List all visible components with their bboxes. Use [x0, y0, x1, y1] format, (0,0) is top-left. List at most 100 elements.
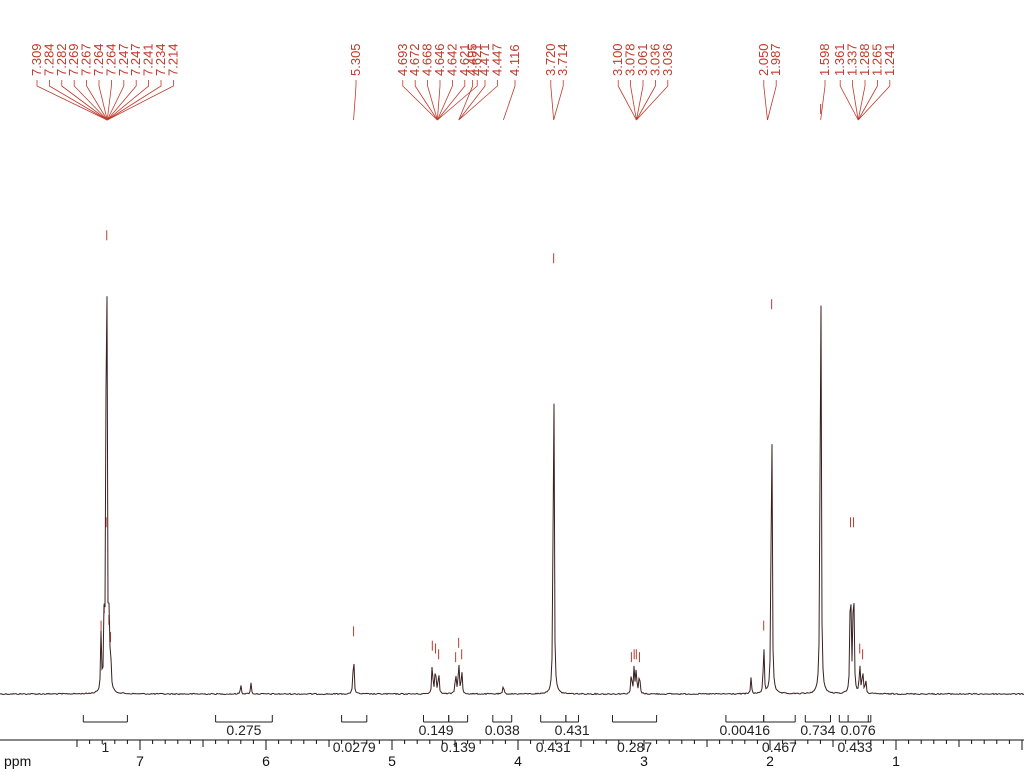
peak-label: 1.337	[845, 43, 860, 76]
peak-label-connector	[636, 80, 644, 121]
peak-label: 7.282	[54, 43, 69, 76]
peak-label: 3.036	[660, 43, 675, 76]
integral-value: 1	[101, 739, 109, 755]
peak-label-connector	[630, 80, 637, 121]
ppm-tick-label: 4	[514, 753, 522, 769]
peak-label: 2.050	[756, 43, 771, 76]
peak-label: 4.447	[489, 43, 504, 76]
peak-label-layer: 7.3097.2847.2827.2697.2677.2647.2647.247…	[29, 43, 897, 76]
peak-label: 7.247	[128, 43, 143, 76]
peak-label-connector	[839, 80, 859, 121]
peak-label-connector	[437, 80, 466, 121]
peak-label: 4.668	[420, 43, 435, 76]
peak-label-connector	[458, 80, 486, 121]
integral-value: 0.139	[441, 739, 476, 755]
ppm-tick-label: 2	[766, 753, 774, 769]
peak-label-connector	[852, 80, 859, 121]
peak-label-connector	[437, 80, 478, 121]
spectrum-line	[0, 296, 1024, 696]
peak-label: 3.061	[635, 43, 650, 76]
peak-label: 7.247	[116, 43, 131, 76]
peak-label-connector	[73, 80, 108, 121]
ppm-tick-label: 5	[388, 753, 396, 769]
peak-label: 1.265	[869, 43, 884, 76]
peak-label: 7.264	[103, 43, 118, 76]
peak-label-connector	[436, 80, 453, 121]
peak-label-connector	[353, 80, 357, 121]
peak-label-connector	[402, 80, 438, 121]
peak-label: 7.284	[41, 43, 56, 76]
peak-label: 7.269	[66, 43, 81, 76]
ppm-tick-label: 6	[262, 753, 270, 769]
peak-label-connector	[550, 80, 555, 121]
peak-label-connector	[857, 80, 891, 121]
peak-label-connector	[767, 80, 777, 121]
ppm-tick-label: 3	[640, 753, 648, 769]
integral-value: 0.431	[536, 739, 571, 755]
peak-label-connector	[98, 80, 108, 121]
integral-value: 0.433	[838, 739, 873, 755]
ppm-axis-label: ppm	[4, 753, 31, 769]
peak-label: 7.234	[153, 43, 168, 76]
peak-label-connector	[427, 80, 438, 121]
peak-label-connector	[107, 80, 174, 121]
peak-label: 1.288	[857, 43, 872, 76]
integral-value: 0.431	[555, 722, 590, 738]
peak-label: 1.598	[817, 43, 832, 76]
integral-value: 0.467	[762, 739, 797, 755]
peak-marker-layer	[100, 104, 864, 663]
peak-label-connector	[61, 80, 108, 121]
peak-label-connector	[107, 80, 162, 121]
integral-value: 0.149	[419, 722, 454, 738]
peak-label-connector	[763, 80, 768, 121]
ppm-tick-label: 1	[892, 753, 900, 769]
integral-value: 0.076	[841, 722, 876, 738]
peak-label: 7.309	[29, 43, 44, 76]
peak-label: 4.621	[457, 43, 472, 76]
integral-value: 0.734	[800, 722, 835, 738]
peak-label: 7.267	[79, 43, 94, 76]
peak-label: 4.672	[407, 43, 422, 76]
peak-label-connector	[458, 80, 474, 121]
peak-label: 7.241	[141, 43, 156, 76]
peak-label: 1.361	[832, 43, 847, 76]
peak-label-connector	[636, 80, 669, 121]
peak-label-connector	[857, 80, 866, 121]
peak-label: 4.116	[507, 44, 522, 76]
integral-value: 0.287	[617, 739, 652, 755]
peak-label-connector	[36, 80, 108, 121]
peak-label: 7.264	[91, 43, 106, 76]
peak-label-connector	[106, 80, 137, 121]
integral-value: 0.0279	[333, 739, 376, 755]
peak-label-connector	[820, 80, 826, 121]
peak-label: 4.646	[432, 43, 447, 76]
ppm-tick-label: 7	[136, 753, 144, 769]
peak-label-connector	[106, 80, 112, 121]
peak-label: 3.036	[647, 43, 662, 76]
peak-label-connector	[414, 80, 438, 121]
integral-value: 0.275	[226, 722, 261, 738]
peak-label: 4.642	[444, 43, 459, 76]
peak-label-connector	[86, 80, 108, 121]
peak-label-connector	[553, 80, 564, 121]
ppm-axis: ppm 7 6 5 4 3 2 1	[0, 739, 1024, 769]
peak-label: 3.078	[623, 43, 638, 76]
peak-label-connector	[636, 80, 656, 121]
peak-label-connector	[436, 80, 441, 121]
peak-label-connector	[458, 80, 498, 121]
peak-label: 3.100	[610, 43, 625, 76]
peak-label-connector	[857, 80, 878, 121]
peak-connector-layer	[36, 80, 891, 121]
peak-label: 1.241	[882, 43, 897, 76]
peak-label-connector	[617, 80, 637, 121]
peak-label-connector	[503, 80, 516, 121]
peak-label: 1.987	[768, 43, 783, 76]
peak-label-connector	[49, 80, 108, 121]
peak-label: 3.714	[555, 43, 570, 76]
peak-label-connector	[106, 80, 150, 121]
peak-label: 4.621	[469, 43, 484, 76]
peak-label: 5.305	[348, 43, 363, 76]
peak-label: 7.214	[165, 43, 180, 76]
